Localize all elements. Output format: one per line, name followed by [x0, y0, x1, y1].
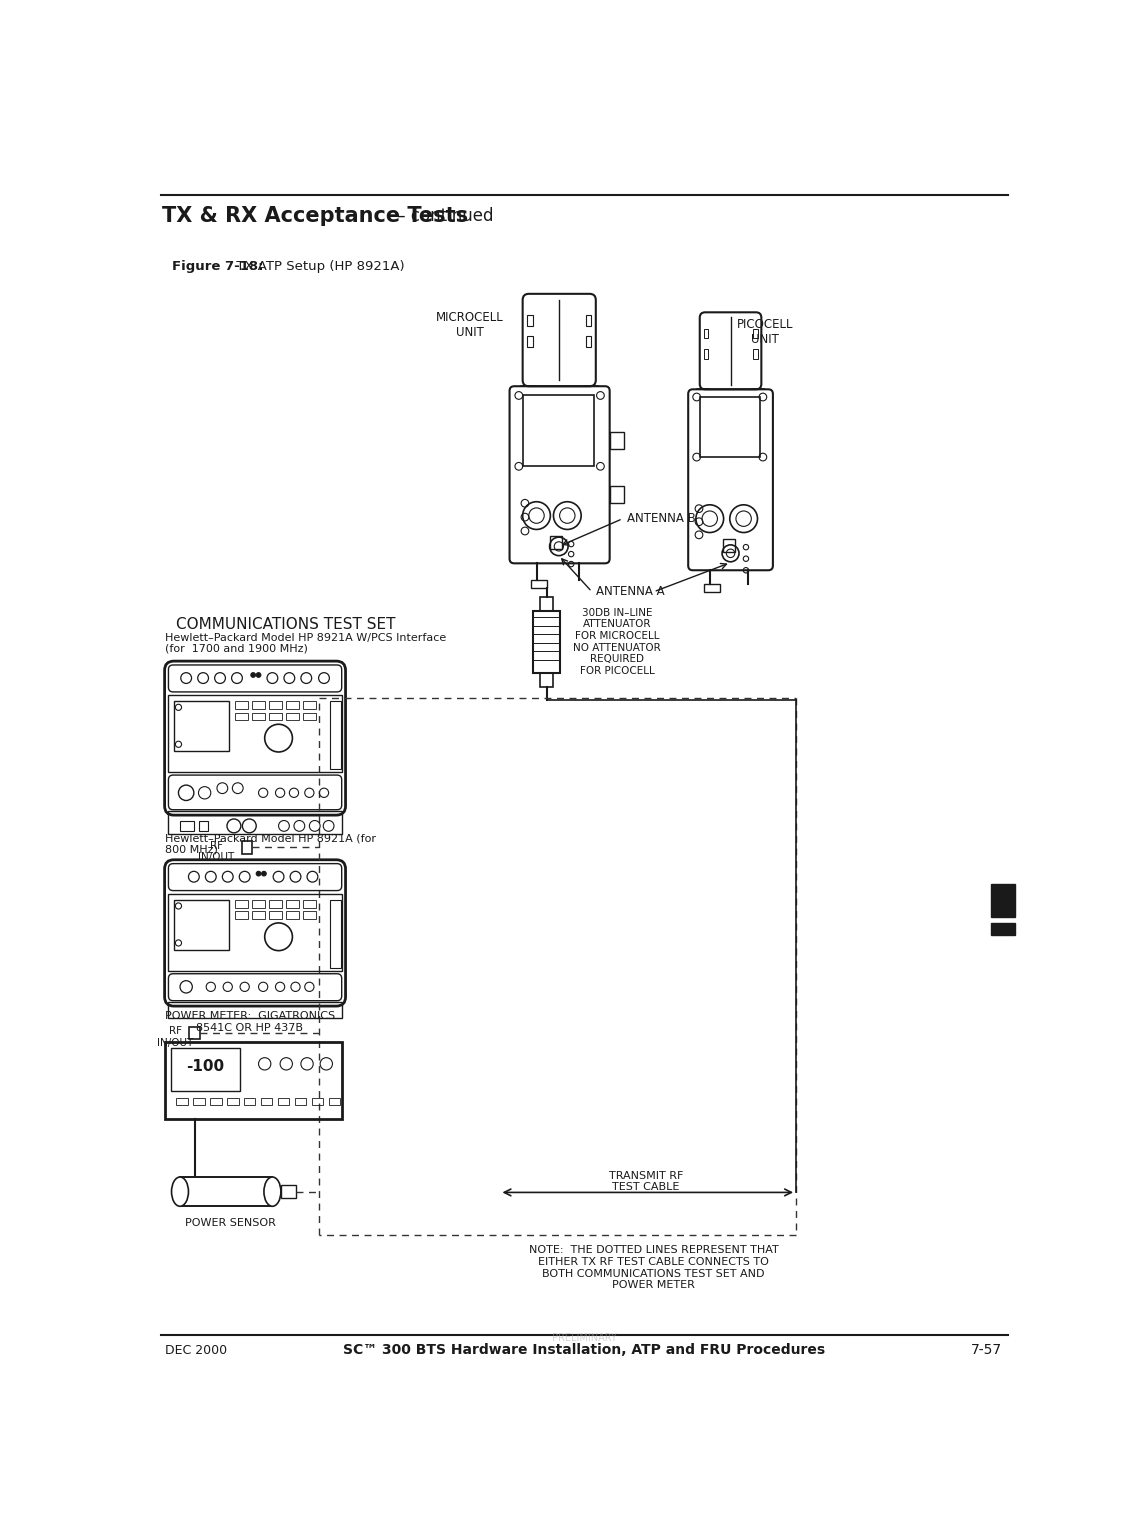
- Bar: [242, 842, 252, 854]
- Bar: [252, 900, 264, 908]
- Bar: [171, 1049, 241, 1090]
- Bar: [169, 811, 342, 834]
- Bar: [549, 536, 562, 548]
- Bar: [236, 911, 247, 919]
- Bar: [200, 821, 209, 830]
- Bar: [540, 597, 553, 611]
- Bar: [303, 900, 316, 908]
- Bar: [331, 900, 341, 968]
- Bar: [236, 701, 247, 709]
- Bar: [280, 1185, 296, 1197]
- Bar: [532, 611, 561, 672]
- Bar: [180, 821, 194, 830]
- Bar: [236, 900, 247, 908]
- Bar: [331, 701, 341, 769]
- Text: TRANSMIT RF
TEST CABLE: TRANSMIT RF TEST CABLE: [609, 1171, 683, 1193]
- Text: MICROCELL
UNIT: MICROCELL UNIT: [435, 311, 504, 338]
- Bar: [278, 1098, 290, 1105]
- Bar: [189, 1027, 200, 1040]
- Text: POWER SENSOR: POWER SENSOR: [185, 1219, 276, 1228]
- Ellipse shape: [264, 1177, 280, 1206]
- Text: 7: 7: [995, 891, 1011, 911]
- Bar: [586, 315, 592, 326]
- Text: NOTE:  THE DOTTED LINES REPRESENT THAT
EITHER TX RF TEST CABLE CONNECTS TO
BOTH : NOTE: THE DOTTED LINES REPRESENT THAT EI…: [529, 1246, 779, 1291]
- Text: PICOCELL
UNIT: PICOCELL UNIT: [736, 317, 793, 346]
- Bar: [705, 585, 719, 592]
- Text: – continued: – continued: [392, 207, 494, 225]
- Text: DEC 2000: DEC 2000: [164, 1344, 227, 1356]
- Text: TX ATP Setup (HP 8921A): TX ATP Setup (HP 8921A): [233, 260, 405, 274]
- Bar: [269, 713, 282, 721]
- Bar: [164, 1043, 342, 1119]
- Bar: [303, 713, 316, 721]
- Bar: [991, 885, 1016, 917]
- Text: 7-57: 7-57: [970, 1343, 1002, 1358]
- Ellipse shape: [171, 1177, 188, 1206]
- Text: Figure 7-18:: Figure 7-18:: [172, 260, 263, 274]
- Circle shape: [251, 672, 255, 677]
- Bar: [610, 432, 624, 450]
- Bar: [286, 713, 299, 721]
- Bar: [700, 397, 760, 458]
- Text: Hewlett–Packard Model HP 8921A (for: Hewlett–Packard Model HP 8921A (for: [164, 833, 375, 844]
- Circle shape: [261, 871, 267, 876]
- Text: SC™ 300 BTS Hardware Installation, ATP and FRU Procedures: SC™ 300 BTS Hardware Installation, ATP a…: [343, 1343, 825, 1358]
- Text: ANTENNA B: ANTENNA B: [627, 513, 695, 525]
- Bar: [180, 1177, 272, 1206]
- Bar: [540, 672, 553, 686]
- Text: PRELIMINARY: PRELIMINARY: [552, 1332, 617, 1343]
- Bar: [311, 1098, 324, 1105]
- Bar: [169, 1003, 342, 1018]
- Bar: [723, 539, 735, 551]
- Bar: [169, 695, 342, 772]
- Bar: [269, 701, 282, 709]
- Bar: [286, 911, 299, 919]
- Bar: [303, 911, 316, 919]
- Bar: [169, 894, 342, 971]
- Bar: [236, 713, 247, 721]
- Text: RF
IN/OUT: RF IN/OUT: [157, 1026, 194, 1047]
- Bar: [752, 349, 757, 358]
- Bar: [523, 395, 594, 467]
- Text: 30DB IN–LINE
ATTENUATOR
FOR MICROCELL
NO ATTENUATOR
REQUIRED
FOR PICOCELL: 30DB IN–LINE ATTENUATOR FOR MICROCELL NO…: [573, 608, 661, 675]
- Text: POWER METER:  GIGATRONICS
8541C OR HP 437B: POWER METER: GIGATRONICS 8541C OR HP 437…: [164, 1012, 335, 1033]
- Circle shape: [256, 672, 261, 677]
- Text: Hewlett–Packard Model HP 8921A W/PCS Interface: Hewlett–Packard Model HP 8921A W/PCS Int…: [164, 632, 446, 643]
- Bar: [252, 701, 264, 709]
- Bar: [528, 337, 532, 348]
- Bar: [261, 1098, 272, 1105]
- Text: TX & RX Acceptance Tests: TX & RX Acceptance Tests: [162, 207, 469, 227]
- Text: (for  1700 and 1900 MHz): (for 1700 and 1900 MHz): [164, 645, 308, 654]
- Bar: [269, 900, 282, 908]
- Bar: [227, 1098, 238, 1105]
- Bar: [703, 329, 708, 338]
- Text: RF
IN/OUT: RF IN/OUT: [198, 841, 235, 862]
- Bar: [991, 923, 1016, 935]
- Text: COMMUNICATIONS TEST SET: COMMUNICATIONS TEST SET: [177, 617, 396, 632]
- Text: 800 MHz): 800 MHz): [164, 844, 218, 854]
- Bar: [610, 487, 624, 504]
- Bar: [303, 701, 316, 709]
- Bar: [295, 1098, 307, 1105]
- Bar: [173, 701, 229, 752]
- Bar: [269, 911, 282, 919]
- Bar: [252, 713, 264, 721]
- Bar: [177, 1098, 188, 1105]
- Bar: [752, 329, 757, 338]
- Bar: [210, 1098, 221, 1105]
- Bar: [193, 1098, 205, 1105]
- Bar: [328, 1098, 340, 1105]
- Text: -100: -100: [186, 1059, 225, 1075]
- Circle shape: [256, 871, 261, 876]
- Bar: [703, 349, 708, 358]
- Bar: [173, 900, 229, 949]
- Bar: [586, 337, 592, 348]
- Bar: [286, 701, 299, 709]
- Bar: [531, 580, 546, 588]
- Text: ANTENNA A: ANTENNA A: [596, 585, 665, 599]
- Bar: [528, 315, 532, 326]
- Bar: [286, 900, 299, 908]
- Bar: [244, 1098, 255, 1105]
- Bar: [252, 911, 264, 919]
